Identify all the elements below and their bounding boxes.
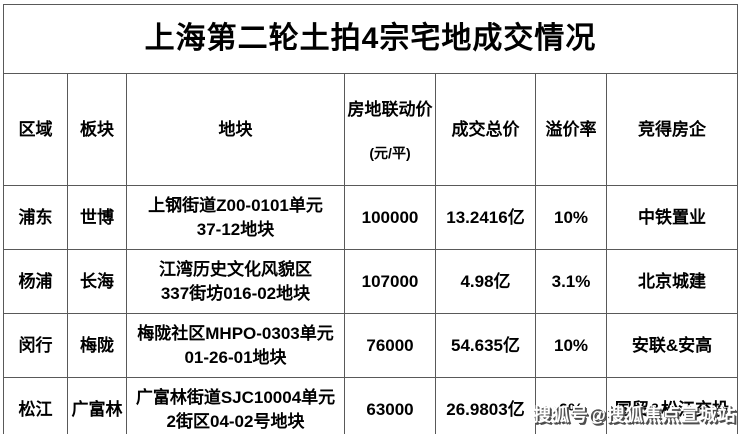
cell-sector: 广富林	[67, 377, 127, 434]
cell-region: 松江	[3, 377, 68, 434]
cell-winner: 安联&安高	[605, 313, 739, 379]
header-linked-price-main: 房地联动价	[347, 99, 433, 119]
cell-linked-price: 100000	[344, 185, 436, 251]
cell-total-price: 13.2416亿	[435, 185, 536, 251]
cell-sector: 梅陇	[67, 313, 127, 379]
cell-plot: 广富林街道SJC10004单元 2街区04-02号地块	[126, 377, 345, 434]
table-row: 闵行 梅陇 梅陇社区MHPO-0303单元 01-26-01地块 76000 5…	[3, 313, 739, 379]
title-row: 上海第二轮土拍4宗宅地成交情况	[2, 4, 739, 74]
cell-total-price: 4.98亿	[435, 249, 536, 315]
cell-region: 浦东	[3, 185, 68, 251]
cell-linked-price: 76000	[344, 313, 436, 379]
header-linked-price-unit: (元/平)	[369, 145, 411, 162]
cell-premium: 3.1%	[535, 249, 607, 315]
header-linked-price: 房地联动价 (元/平)	[344, 72, 436, 187]
header-row: 区域 板块 地块 房地联动价 (元/平) 成交总价 溢价率 竞得房企	[3, 72, 739, 187]
cell-region: 杨浦	[3, 249, 68, 315]
land-auction-table: 上海第二轮土拍4宗宅地成交情况 区域 板块 地块 房地联动价 (元/平) 成交总…	[2, 4, 739, 434]
table-row: 浦东 世博 上钢街道Z00-0101单元 37-12地块 100000 13.2…	[3, 185, 739, 251]
header-region: 区域	[3, 72, 68, 187]
table-row: 杨浦 长海 江湾历史文化风貌区 337街坊016-02地块 107000 4.9…	[3, 249, 739, 315]
header-sector: 板块	[67, 72, 127, 187]
cell-plot: 江湾历史文化风貌区 337街坊016-02地块	[126, 249, 345, 315]
cell-plot: 梅陇社区MHPO-0303单元 01-26-01地块	[126, 313, 345, 379]
cell-linked-price: 63000	[344, 377, 436, 434]
cell-region: 闵行	[3, 313, 68, 379]
cell-total-price: 54.635亿	[435, 313, 536, 379]
cell-linked-price: 107000	[344, 249, 436, 315]
cell-premium: 10%	[535, 185, 607, 251]
table-row: 松江 广富林 广富林街道SJC10004单元 2街区04-02号地块 63000…	[3, 377, 739, 434]
cell-winner: 北京城建	[605, 249, 739, 315]
cell-sector: 长海	[67, 249, 127, 315]
header-premium-rate: 溢价率	[535, 72, 607, 187]
cell-winner: 国贸&松江交投	[605, 377, 739, 434]
cell-sector: 世博	[67, 185, 127, 251]
sohu-watermark: 搜狐号@搜狐焦点宣城站	[532, 405, 736, 425]
header-total-price: 成交总价	[435, 72, 536, 187]
header-plot: 地块	[126, 72, 345, 187]
cell-winner: 中铁置业	[605, 185, 739, 251]
cell-total-price: 26.9803亿	[435, 377, 536, 434]
cell-plot: 上钢街道Z00-0101单元 37-12地块	[126, 185, 345, 251]
cell-premium: 10%	[535, 313, 607, 379]
page-title: 上海第二轮土拍4宗宅地成交情况	[2, 4, 739, 74]
header-winner: 竞得房企	[605, 72, 739, 187]
